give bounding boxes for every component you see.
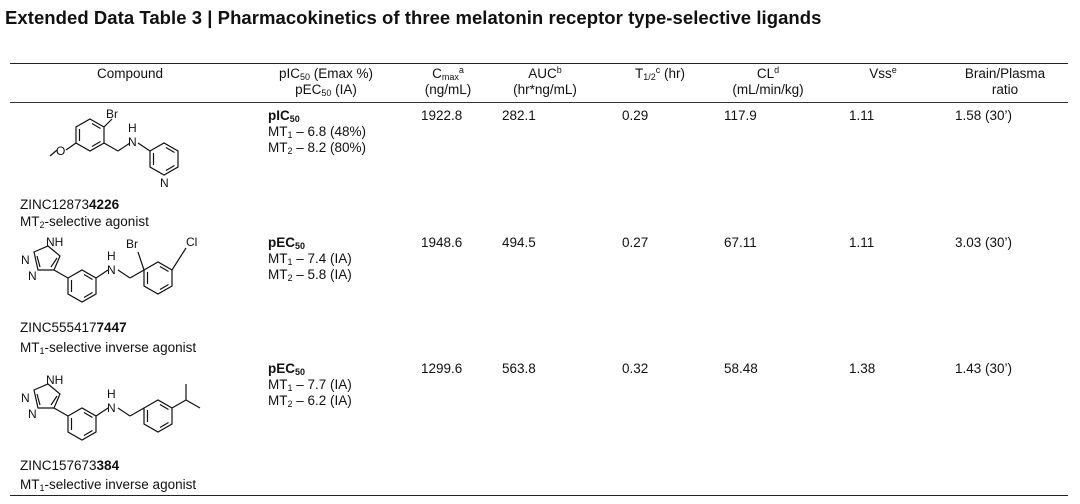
compound-description: MT2-selective agonist [20, 214, 149, 230]
top-rule [10, 63, 1068, 64]
compound-description: MT1-selective inverse agonist [20, 340, 197, 356]
header-thalf: T1/2c (hr) [634, 65, 685, 82]
auc-value: 563.8 [502, 361, 536, 376]
header-vss: Vsse [869, 65, 897, 82]
atom-br: Br [126, 237, 138, 251]
cmax-value: 1299.6 [421, 361, 463, 376]
compound-id: ZINC5554177447 [20, 320, 127, 335]
atom-pyridine-n: N [160, 176, 169, 190]
header-cmax: Cmaxa (ng/mL) [424, 65, 472, 98]
cmax-value: 1948.6 [421, 235, 463, 250]
brain-plasma-value: 3.03 (30’) [955, 235, 1013, 250]
vss-value: 1.11 [849, 108, 875, 123]
atom-nh: NH [46, 235, 63, 249]
bottom-rule [10, 495, 1068, 496]
vss-value: 1.11 [849, 235, 875, 250]
thalf-value: 0.32 [622, 361, 649, 376]
atom-h: H [107, 387, 116, 401]
atom-n: N [107, 401, 116, 415]
brain-plasma-value: 1.43 (30’) [955, 361, 1013, 376]
structure-zinc128734226: Br O H N N [49, 107, 179, 190]
structure-zinc5554177447: NH N N H N Br Cl [21, 235, 197, 303]
compound-id: ZINC157673384 [20, 458, 120, 473]
compound-description: MT1-selective inverse agonist [20, 477, 197, 493]
potency-cell: pIC50 MT1 – 6.8 (48%) MT2 – 8.2 (80%) [268, 108, 367, 156]
atom-nh: NH [46, 373, 63, 387]
header-cl: CLd (mL/min/kg) [732, 65, 804, 98]
atom-n: N [107, 263, 116, 277]
table-title: Extended Data Table 3 | Pharmacokinetics… [5, 7, 822, 28]
cl-value: 67.11 [724, 235, 757, 250]
thalf-value: 0.27 [622, 235, 649, 250]
atom-n: N [28, 269, 37, 283]
atom-n: N [28, 407, 37, 421]
atom-h: H [128, 121, 137, 135]
atom-h: H [107, 249, 116, 263]
header-compound: Compound [96, 66, 164, 81]
cl-value: 117.9 [724, 108, 757, 123]
header-potency: pIC50 (Emax %) pEC50 (IA) [278, 66, 374, 98]
cmax-value: 1922.8 [421, 108, 463, 123]
atom-cl: Cl [186, 235, 197, 249]
potency-cell: pEC50 MT1 – 7.7 (IA) MT2 – 6.2 (IA) [268, 361, 352, 409]
header-auc: AUCb (hr*ng/mL) [513, 65, 577, 98]
header-brain-plasma: Brain/Plasma ratio [964, 66, 1046, 97]
brain-plasma-value: 1.58 (30’) [955, 108, 1013, 123]
atom-n: N [21, 253, 30, 267]
structure-zinc1576733384: NH N N H N [21, 373, 201, 441]
atom-br: Br [106, 107, 118, 121]
header-rule [10, 102, 1068, 103]
compound-id: ZINC128734226 [20, 197, 120, 212]
atom-n: N [128, 135, 137, 149]
cl-value: 58.48 [724, 361, 758, 376]
auc-value: 494.5 [502, 235, 536, 250]
auc-value: 282.1 [502, 108, 536, 123]
thalf-value: 0.29 [622, 108, 649, 123]
atom-o: O [56, 144, 65, 158]
potency-cell: pEC50 MT1 – 7.4 (IA) MT2 – 5.8 (IA) [268, 235, 352, 283]
atom-n: N [21, 391, 30, 405]
vss-value: 1.38 [849, 361, 876, 376]
